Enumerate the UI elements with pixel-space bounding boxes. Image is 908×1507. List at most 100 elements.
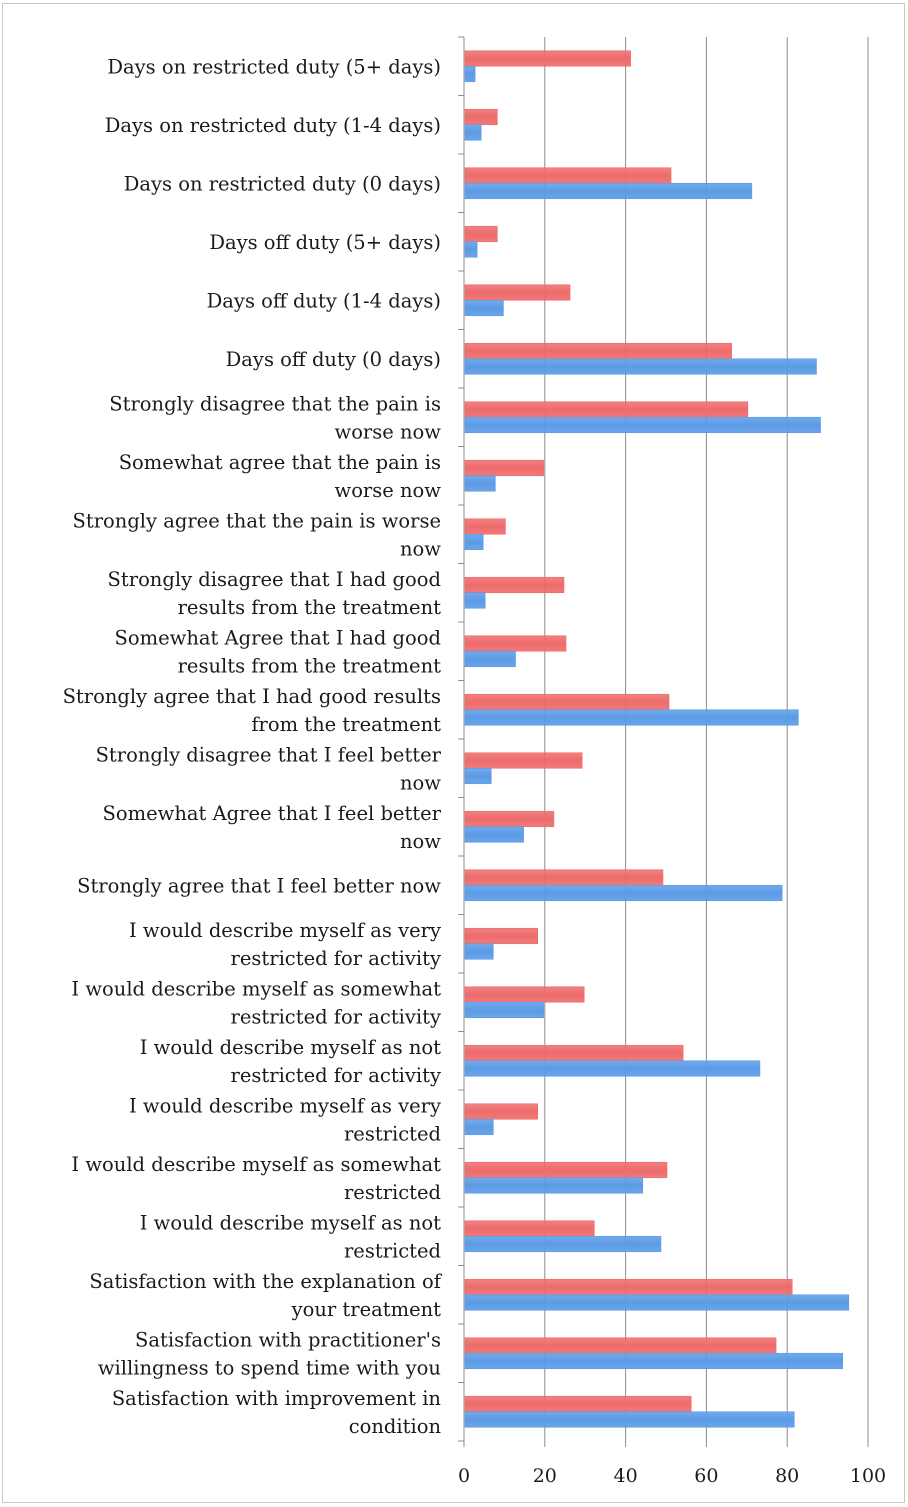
bar-chart: Days on restricted duty (5+ days) Days on… <box>63 36 886 1487</box>
bar-blue <box>464 943 494 960</box>
bar-red <box>464 401 749 418</box>
category-label: I would describe myself as somewhat restr… <box>71 1153 441 1204</box>
bars <box>464 50 850 1428</box>
category-label: Strongly agree that I had good results fr… <box>63 685 442 736</box>
bar-red <box>464 1220 595 1237</box>
bar-blue <box>464 1001 545 1019</box>
category-label-line: restricted for activity <box>231 947 441 970</box>
bar-red <box>464 1395 692 1413</box>
category-label-line: worse now <box>335 479 442 502</box>
category-label-line: I would describe myself as somewhat <box>71 1153 441 1176</box>
bar-red <box>464 1278 793 1296</box>
category-label-line: I would describe myself as very <box>129 1094 441 1117</box>
bar-blue <box>464 1411 795 1428</box>
bar-blue <box>464 884 783 902</box>
category-label: Days on restricted duty (5+ days) <box>107 55 441 78</box>
category-label-line: now <box>400 830 441 853</box>
x-tick-label: 80 <box>775 1465 799 1487</box>
bar-blue <box>464 416 821 434</box>
category-label-line: Days on restricted duty (0 days) <box>124 172 441 195</box>
category-label: I would describe myself as very restricte… <box>129 919 441 970</box>
bar-blue <box>464 1060 761 1077</box>
category-label-line: Satisfaction with improvement in <box>112 1387 442 1410</box>
bar-blue <box>464 65 476 83</box>
gridlines <box>544 37 869 1441</box>
category-label-line: worse now <box>335 420 442 443</box>
bar-blue <box>464 124 482 141</box>
bar-red <box>464 284 571 301</box>
bar-blue <box>464 299 504 317</box>
bar-blue <box>464 475 496 492</box>
category-label: I would describe myself as very restricte… <box>129 1094 441 1145</box>
category-label-line: Strongly agree that I had good results <box>63 685 441 708</box>
category-label-line: I would describe myself as not <box>140 1036 441 1059</box>
category-label-line: Days off duty (0 days) <box>226 348 441 371</box>
category-label-line: restricted <box>344 1239 441 1262</box>
category-label-line: now <box>400 537 441 560</box>
bar-red <box>464 459 545 477</box>
x-tick-label: 100 <box>850 1465 886 1487</box>
x-axis-tick-labels: 0 20 40 60 80 100 <box>458 1465 886 1487</box>
bar-red <box>464 167 672 184</box>
category-label: Somewhat Agree that I feel better now <box>103 802 442 853</box>
category-label-line: from the treatment <box>251 713 441 736</box>
bar-red <box>464 1103 539 1120</box>
bar-red <box>464 576 565 594</box>
bar-red <box>464 342 732 360</box>
bar-blue <box>464 650 516 668</box>
category-label: Days off duty (0 days) <box>226 348 441 371</box>
category-label-line: I would describe myself as very <box>129 919 441 942</box>
bar-blue <box>464 709 799 726</box>
category-label-line: results from the treatment <box>178 654 442 677</box>
category-label: Satisfaction with improvement in conditio… <box>112 1387 442 1438</box>
category-label-line: Strongly disagree that I feel better <box>96 743 442 766</box>
bar-red <box>464 693 670 711</box>
category-label-line: Strongly agree that the pain is worse <box>73 509 442 532</box>
bar-red <box>464 108 498 126</box>
category-label-line: Satisfaction with practitioner's <box>135 1328 441 1351</box>
bar-red <box>464 1337 777 1354</box>
category-label: Strongly disagree that I had good results… <box>108 568 442 619</box>
category-label-line: Strongly disagree that I had good <box>108 568 441 591</box>
category-label: Strongly disagree that I feel better now <box>96 743 442 794</box>
category-label-line: I would describe myself as not <box>140 1211 441 1234</box>
category-label-line: Days off duty (5+ days) <box>209 231 441 254</box>
category-label-line: your treatment <box>291 1298 442 1321</box>
category-label-line: willingness to spend time with you <box>98 1356 441 1379</box>
bar-red <box>464 810 555 828</box>
bar-red <box>464 635 567 652</box>
category-label-line: Days on restricted duty (1-4 days) <box>105 114 441 137</box>
y-axis <box>458 36 869 1447</box>
category-label: Days on restricted duty (0 days) <box>124 172 441 195</box>
bar-blue <box>464 592 486 609</box>
category-labels: Days on restricted duty (5+ days) Days on… <box>63 55 443 1438</box>
bar-blue <box>464 1118 494 1136</box>
bar-blue <box>464 1177 644 1194</box>
category-label: Days on restricted duty (1-4 days) <box>105 114 441 137</box>
chart-frame: Days on restricted duty (5+ days) Days on… <box>2 3 905 1503</box>
category-label-line: restricted <box>344 1181 441 1204</box>
category-label: Somewhat agree that the pain is worse now <box>119 451 442 502</box>
category-label: Satisfaction with the explanation of your… <box>89 1270 442 1321</box>
category-label-line: Strongly agree that I feel better now <box>77 874 441 897</box>
bar-red <box>464 986 585 1003</box>
category-label-line: Strongly disagree that the pain is <box>109 392 441 415</box>
x-tick-label: 20 <box>533 1465 557 1487</box>
bar-blue <box>464 767 492 785</box>
bar-red <box>464 518 506 535</box>
category-label-line: I would describe myself as somewhat <box>71 977 441 1000</box>
bar-blue <box>464 1235 662 1253</box>
category-label-line: Satisfaction with the explanation of <box>89 1270 442 1293</box>
x-tick-label: 0 <box>458 1465 470 1487</box>
category-label: Days off duty (1-4 days) <box>207 289 441 312</box>
category-label-line: results from the treatment <box>178 596 442 619</box>
category-label: Days off duty (5+ days) <box>209 231 441 254</box>
category-label-line: restricted for activity <box>231 1064 441 1087</box>
bar-red <box>464 50 631 67</box>
category-label: Somewhat Agree that I had good results fr… <box>115 626 442 677</box>
bar-red <box>464 869 664 886</box>
category-label-line: restricted <box>344 1122 441 1145</box>
bar-blue <box>464 358 817 375</box>
bar-blue <box>464 1352 844 1370</box>
bar-blue <box>464 826 524 843</box>
